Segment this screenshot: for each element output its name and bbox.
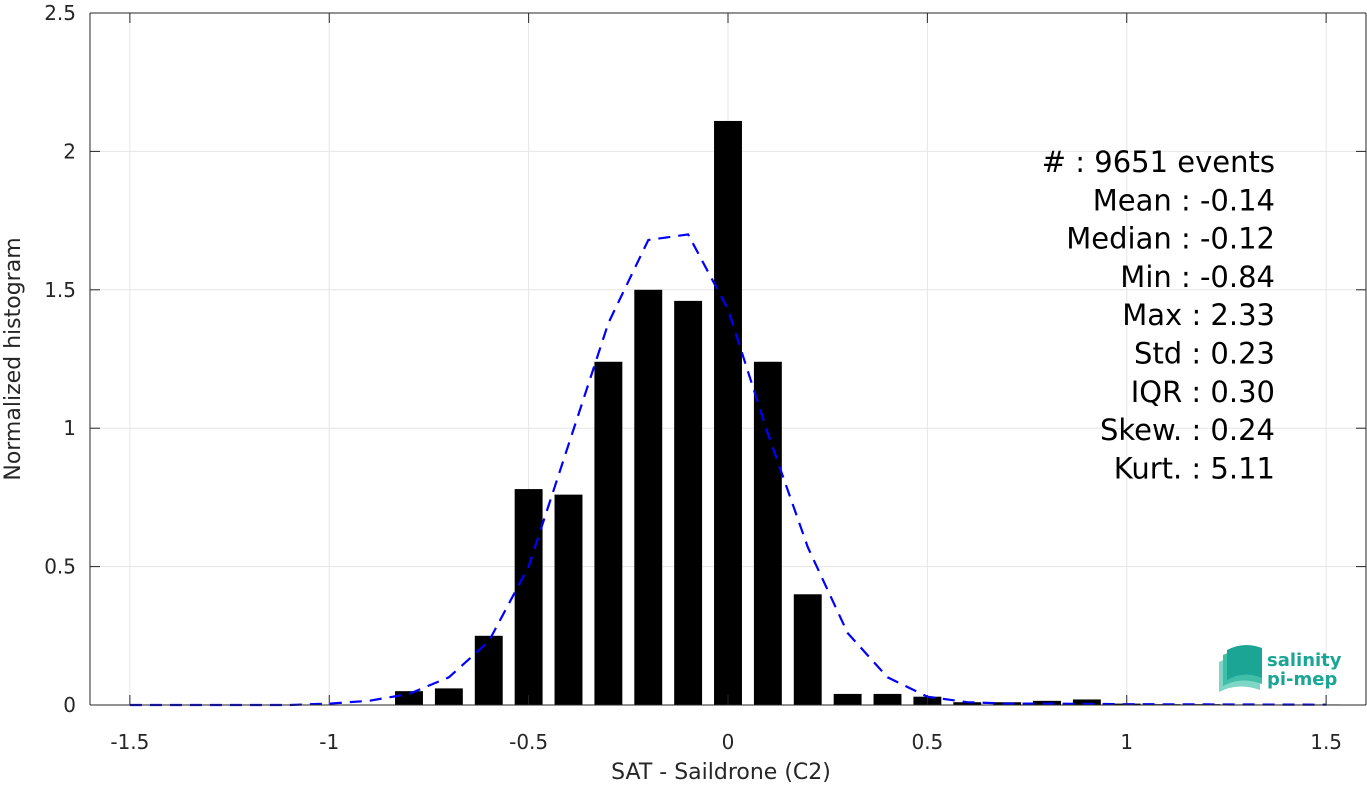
fit-curve xyxy=(129,233,1327,707)
histogram-bar xyxy=(434,688,463,705)
stat-line: Skew. : 0.24 xyxy=(1100,413,1275,447)
x-axis-ticks: -1.5 -1 -0.5 0 0.5 1 1.5 xyxy=(110,13,1342,754)
logo-wave-icon xyxy=(1219,644,1262,692)
y-axis-label: Normalized histogram xyxy=(1,237,26,480)
histogram-bar xyxy=(554,494,583,705)
histogram-bar xyxy=(714,120,742,705)
bars xyxy=(395,120,1341,705)
logo-line1: salinity xyxy=(1267,650,1342,671)
histogram-bar xyxy=(514,489,543,705)
x-tick-label: -1.5 xyxy=(110,730,149,754)
y-tick-label: 0 xyxy=(63,693,76,717)
histogram-bar xyxy=(395,691,423,705)
histogram-bar xyxy=(793,594,822,705)
salinity-pi-mep-logo: salinity pi-mep xyxy=(1219,644,1342,692)
histogram-bar xyxy=(594,361,623,705)
y-tick-label: 1 xyxy=(63,416,76,440)
stat-line: IQR : 0.30 xyxy=(1131,375,1275,409)
histogram-bar xyxy=(953,702,982,705)
histogram-bar xyxy=(1072,699,1101,705)
stats-box: # : 9651 events Mean : -0.14 Median : -0.1… xyxy=(1042,145,1275,485)
histogram-bar xyxy=(474,635,503,705)
histogram-bar xyxy=(753,361,782,705)
stat-line: # : 9651 events xyxy=(1042,145,1275,179)
histogram-bar xyxy=(674,300,703,705)
histogram-bar xyxy=(873,693,902,705)
x-tick-label: 1.5 xyxy=(1310,730,1342,754)
stat-line: Mean : -0.14 xyxy=(1093,183,1275,217)
logo-line2: pi-mep xyxy=(1267,669,1337,690)
y-tick-label: 1.5 xyxy=(44,278,76,302)
y-tick-label: 0.5 xyxy=(44,555,76,579)
x-tick-label: 0 xyxy=(722,730,735,754)
stat-line: Max : 2.33 xyxy=(1122,298,1275,332)
stat-line: Std : 0.23 xyxy=(1134,337,1275,371)
x-tick-label: -0.5 xyxy=(509,730,548,754)
histogram-bar xyxy=(634,289,663,705)
x-tick-label: -1 xyxy=(319,730,339,754)
stat-line: Kurt. : 5.11 xyxy=(1114,451,1275,485)
y-axis-ticks: 0 0.5 1 1.5 2 2.5 xyxy=(44,1,1366,717)
y-tick-label: 2 xyxy=(63,139,76,163)
stat-line: Median : -0.12 xyxy=(1066,222,1275,256)
x-tick-label: 0.5 xyxy=(911,730,943,754)
y-tick-label: 2.5 xyxy=(44,1,76,25)
x-axis-label: SAT - Saildrone (C2) xyxy=(611,760,831,785)
x-tick-label: 1 xyxy=(1120,730,1133,754)
stat-line: Min : -0.84 xyxy=(1120,260,1275,294)
histogram-bar xyxy=(833,693,862,705)
